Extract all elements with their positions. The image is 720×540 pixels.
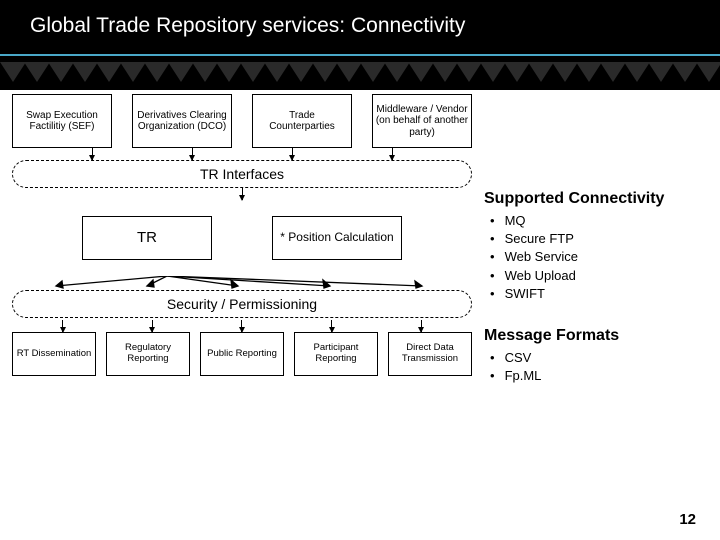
output-box: Public Reporting xyxy=(200,332,284,376)
header-decoration xyxy=(0,44,720,90)
security-box: Security / Permissioning xyxy=(12,290,472,318)
page-title: Global Trade Repository services: Connec… xyxy=(0,0,720,44)
tr-box: TR xyxy=(82,216,212,260)
section-title: Supported Connectivity xyxy=(484,190,706,208)
list-item: Web Service xyxy=(490,248,706,266)
top-entity-row: Swap Execution Factilitiy (SEF) Derivativ… xyxy=(12,94,472,148)
sidebar: Supported Connectivity MQSecure FTPWeb S… xyxy=(480,90,720,500)
architecture-diagram: Swap Execution Factilitiy (SEF) Derivativ… xyxy=(0,90,480,500)
list-item: CSV xyxy=(490,349,706,367)
message-formats-section: Message Formats CSVFp.ML xyxy=(484,327,706,385)
connectivity-list: MQSecure FTPWeb ServiceWeb UploadSWIFT xyxy=(484,212,706,303)
page-number: 12 xyxy=(679,511,696,528)
arrows-fanout xyxy=(12,276,472,288)
output-box: Participant Reporting xyxy=(294,332,378,376)
tr-interfaces-box: TR Interfaces xyxy=(12,160,472,188)
output-box: Direct Data Transmission xyxy=(388,332,472,376)
arrows-top xyxy=(12,148,472,160)
entity-box: Derivatives Clearing Organization (DCO) xyxy=(132,94,232,148)
list-item: MQ xyxy=(490,212,706,230)
main-content: Swap Execution Factilitiy (SEF) Derivativ… xyxy=(0,90,720,500)
list-item: Web Upload xyxy=(490,267,706,285)
arrows-bottom xyxy=(12,320,472,332)
formats-list: CSVFp.ML xyxy=(484,349,706,385)
list-item: SWIFT xyxy=(490,285,706,303)
entity-box: Trade Counterparties xyxy=(252,94,352,148)
arrow-mid xyxy=(12,188,472,200)
list-item: Secure FTP xyxy=(490,230,706,248)
bottom-entity-row: RT DisseminationRegulatory ReportingPubl… xyxy=(12,332,472,376)
section-title: Message Formats xyxy=(484,327,706,345)
list-item: Fp.ML xyxy=(490,367,706,385)
tr-row: TR * Position Calculation xyxy=(12,216,472,260)
output-box: RT Dissemination xyxy=(12,332,96,376)
position-calc-box: * Position Calculation xyxy=(272,216,402,260)
output-box: Regulatory Reporting xyxy=(106,332,190,376)
entity-box: Middleware / Vendor (on behalf of anothe… xyxy=(372,94,472,148)
supported-connectivity-section: Supported Connectivity MQSecure FTPWeb S… xyxy=(484,190,706,303)
entity-box: Swap Execution Factilitiy (SEF) xyxy=(12,94,112,148)
